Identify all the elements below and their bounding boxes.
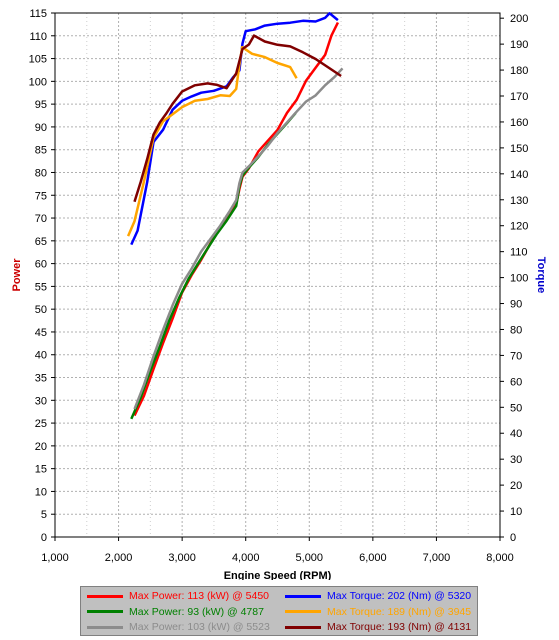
legend-label: Max Torque: 193 (Nm) @ 4131	[327, 621, 472, 633]
y-tick-label: 110	[29, 31, 47, 43]
legend-swatch	[285, 625, 321, 629]
y-tick-label: 45	[35, 327, 47, 339]
legend-label: Max Power: 103 (kW) @ 5523	[129, 621, 270, 633]
y-tick-label: 105	[29, 54, 47, 66]
y-tick-label: 40	[35, 350, 47, 362]
y2-tick-label: 100	[510, 273, 528, 285]
legend-swatch	[87, 625, 123, 629]
y-tick-label: 35	[35, 373, 47, 385]
y2-tick-label: 160	[510, 117, 528, 129]
legend-item: Max Power: 103 (kW) @ 5523	[87, 619, 270, 635]
y-tick-label: 20	[35, 441, 47, 453]
y-axis-title-torque: Torque	[535, 257, 547, 293]
legend-item: Max Torque: 189 (Nm) @ 3945	[285, 604, 471, 620]
y2-tick-label: 70	[510, 350, 522, 362]
legend-item: Max Power: 93 (kW) @ 4787	[87, 604, 264, 620]
y-tick-label: 30	[35, 395, 47, 407]
y2-tick-label: 80	[510, 324, 522, 336]
y2-tick-label: 60	[510, 376, 522, 388]
y-axis-title-power: Power	[11, 258, 23, 292]
y-tick-label: 5	[41, 509, 47, 521]
y-tick-label: 115	[29, 8, 47, 20]
y-tick-label: 80	[35, 167, 47, 179]
legend-item: Max Power: 113 (kW) @ 5450	[87, 588, 269, 604]
y2-tick-label: 140	[510, 169, 528, 181]
legend-item: Max Torque: 202 (Nm) @ 5320	[285, 588, 471, 604]
legend-swatch	[285, 594, 321, 598]
y-tick-label: 55	[35, 281, 47, 293]
y-tick-label: 90	[35, 122, 47, 134]
y-tick-label: 95	[35, 99, 47, 111]
x-tick-label: 4,000	[232, 552, 260, 564]
y2-tick-label: 30	[510, 454, 522, 466]
y2-tick-label: 180	[510, 65, 528, 77]
series-lines	[126, 12, 344, 420]
y-tick-label: 75	[35, 190, 47, 202]
legend-label: Max Torque: 202 (Nm) @ 5320	[327, 590, 472, 602]
y2-tick-label: 150	[510, 143, 528, 155]
y2-tick-label: 90	[510, 299, 522, 311]
legend-swatch	[87, 594, 123, 598]
y2-tick-label: 120	[510, 221, 528, 233]
y-tick-label: 60	[35, 259, 47, 271]
series-line-6	[133, 34, 342, 203]
y-tick-label: 65	[35, 236, 47, 248]
x-tick-label: 3,000	[168, 552, 196, 564]
y-tick-label: 100	[29, 76, 47, 88]
y-tick-label: 0	[41, 532, 47, 544]
legend-label: Max Torque: 189 (Nm) @ 3945	[327, 605, 472, 618]
y-tick-label: 25	[35, 418, 47, 430]
dyno-chart: 1,000 2,000 3,000 4,000 5,000 6,000 7,000 8,000…	[11, 8, 547, 580]
grid	[54, 12, 501, 538]
y2-tick-label: 10	[510, 506, 522, 518]
x-tick-label: 2,000	[105, 552, 133, 564]
y2-tick-label: 130	[510, 195, 528, 207]
x-tick-label: 7,000	[423, 552, 451, 564]
x-tick-label: 8,000	[486, 552, 514, 564]
legend-swatch	[285, 610, 321, 613]
legend-label: Max Power: 93 (kW) @ 4787	[129, 605, 264, 618]
y2-tick-label: 50	[510, 402, 522, 414]
series-line-3	[133, 67, 344, 410]
x-tick-label: 5,000	[296, 552, 324, 564]
y-tick-label: 70	[35, 213, 47, 225]
x-axis-title: Engine Speed (RPM)	[224, 570, 332, 580]
plot-frame	[54, 12, 501, 538]
y2-tick-label: 20	[510, 480, 522, 492]
tick-labels: 1,000 2,000 3,000 4,000 5,000 6,000 7,000 8,000…	[29, 8, 529, 564]
y-tick-label: 10	[35, 486, 47, 498]
y-tick-label: 15	[35, 464, 47, 476]
legend-item: Max Torque: 193 (Nm) @ 4131	[285, 619, 471, 635]
y-tick-label: 50	[35, 304, 47, 316]
y-tick-label: 85	[35, 145, 47, 157]
x-tick-label: 1,000	[41, 552, 69, 564]
y2-tick-label: 110	[510, 247, 528, 259]
legend-label: Max Power: 113 (kW) @ 5450	[129, 590, 270, 602]
y2-tick-label: 0	[510, 532, 516, 544]
x-tick-label: 6,000	[359, 552, 387, 564]
y2-tick-label: 200	[510, 13, 528, 25]
legend: Max Power: 113 (kW) @ 5450 Max Torque: 20…	[80, 586, 478, 636]
y2-tick-label: 190	[510, 39, 528, 51]
y2-tick-label: 40	[510, 428, 522, 440]
y2-tick-label: 170	[510, 91, 528, 103]
legend-swatch	[87, 610, 123, 613]
